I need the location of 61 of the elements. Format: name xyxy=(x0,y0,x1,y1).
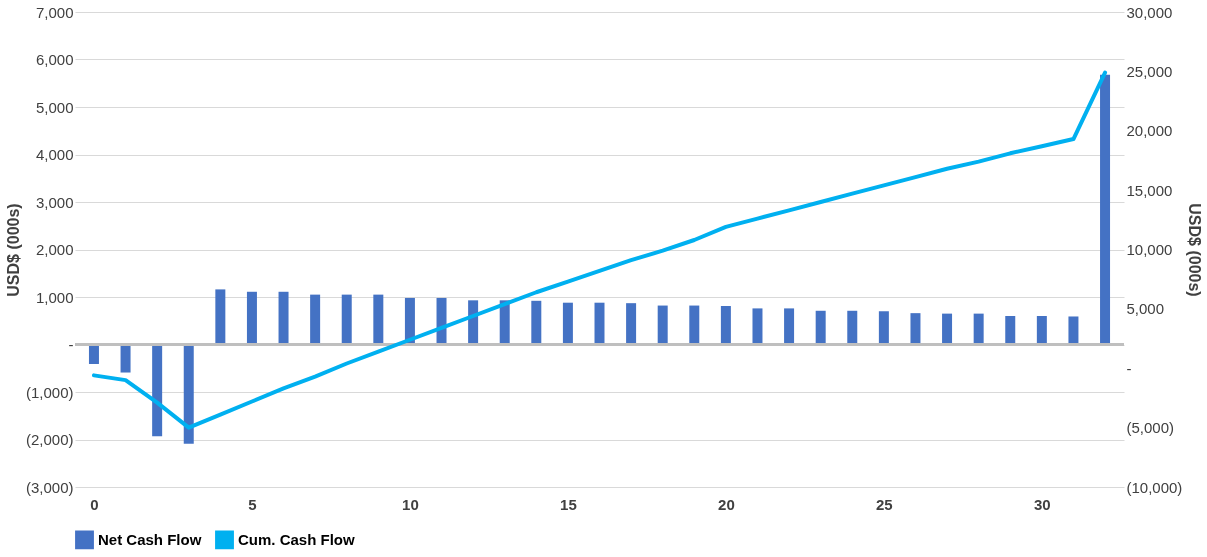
bar xyxy=(1005,316,1016,345)
bar xyxy=(562,302,573,345)
y-tick-label: (3,000) xyxy=(25,478,74,496)
legend-label: Net Cash Flow xyxy=(98,530,202,548)
bar xyxy=(657,305,668,345)
x-tick-label: 5 xyxy=(248,495,257,513)
bar xyxy=(784,308,795,345)
bar xyxy=(942,313,953,345)
bar xyxy=(720,306,731,345)
y2-tick-label: 15,000 xyxy=(1126,181,1173,199)
y-tick-label: (2,000) xyxy=(25,431,74,448)
y-tick-label: 5,000 xyxy=(35,98,74,116)
y2-tick-label: (5,000) xyxy=(1126,419,1175,437)
bar xyxy=(973,313,984,345)
y-tick-label: 3,000 xyxy=(35,193,74,211)
bar xyxy=(310,294,321,345)
y-tick-label: 7,000 xyxy=(35,3,74,21)
y2-axis-title: USD$ (000s) xyxy=(1186,203,1204,297)
bar xyxy=(152,344,163,437)
bar xyxy=(910,313,921,345)
y-axis-title: USD$ (000s) xyxy=(4,203,22,297)
y2-tick-label: - xyxy=(1126,359,1132,377)
bar xyxy=(1068,316,1079,345)
x-tick-label: 25 xyxy=(876,495,893,513)
y-tick-label: - xyxy=(68,336,74,353)
y-tick-label: (1,000) xyxy=(25,383,74,401)
x-tick-label: 15 xyxy=(560,495,577,513)
bar xyxy=(120,344,131,373)
y-tick-label: 6,000 xyxy=(35,51,74,68)
y-tick-label: 1,000 xyxy=(35,288,74,306)
y2-tick-label: 30,000 xyxy=(1126,3,1173,21)
bar xyxy=(1100,74,1111,345)
bar xyxy=(246,291,257,345)
bar xyxy=(752,308,763,345)
x-tick-label: 0 xyxy=(90,495,99,513)
bar xyxy=(626,303,637,345)
bar xyxy=(373,294,384,345)
bar xyxy=(594,302,605,345)
legend-label: Cum. Cash Flow xyxy=(238,530,356,548)
bar xyxy=(531,300,542,345)
bar xyxy=(1036,316,1047,345)
bar xyxy=(689,305,700,345)
y2-tick-label: 25,000 xyxy=(1126,62,1173,80)
y2-tick-label: 5,000 xyxy=(1126,300,1165,318)
y2-tick-label: 20,000 xyxy=(1126,122,1173,140)
bar xyxy=(878,311,889,345)
bar xyxy=(215,289,226,345)
bar xyxy=(847,310,858,345)
bar xyxy=(278,291,289,345)
bar xyxy=(341,294,352,345)
line-series xyxy=(91,70,1108,430)
x-tick-label: 30 xyxy=(1034,495,1051,513)
x-tick-label: 10 xyxy=(402,495,419,513)
bar xyxy=(815,310,826,345)
bar xyxy=(88,344,99,364)
y-tick-label: 2,000 xyxy=(35,241,74,258)
x-tick-label: 20 xyxy=(718,495,735,513)
y2-tick-label: 10,000 xyxy=(1126,241,1173,258)
y-tick-label: 4,000 xyxy=(35,146,74,163)
y2-tick-label: (10,000) xyxy=(1126,478,1183,496)
bar xyxy=(183,344,194,444)
